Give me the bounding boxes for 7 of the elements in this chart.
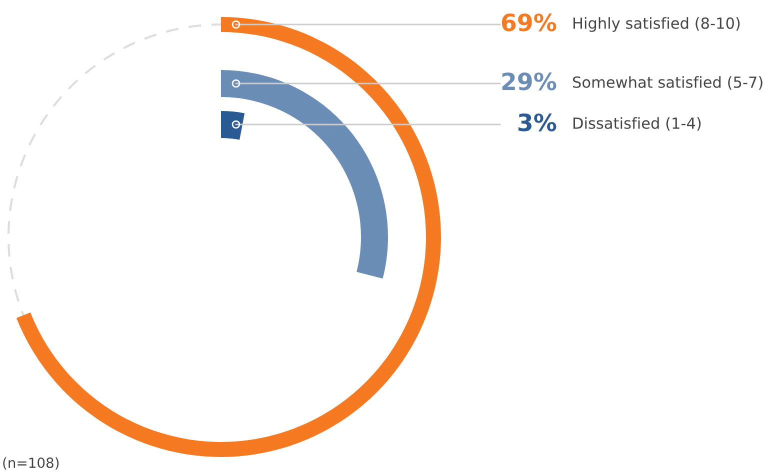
category-label: Dissatisfied (1-4) <box>574 117 701 131</box>
data-label: 29% <box>502 72 556 90</box>
data-label: 69% <box>502 13 556 32</box>
text: (n=108) <box>3 457 59 470</box>
data-label: 3% <box>518 113 556 132</box>
category-label: Somewhat satisfied (5-7) <box>573 76 762 90</box>
category-label: Highly satisfied (8-10) <box>574 17 740 32</box>
